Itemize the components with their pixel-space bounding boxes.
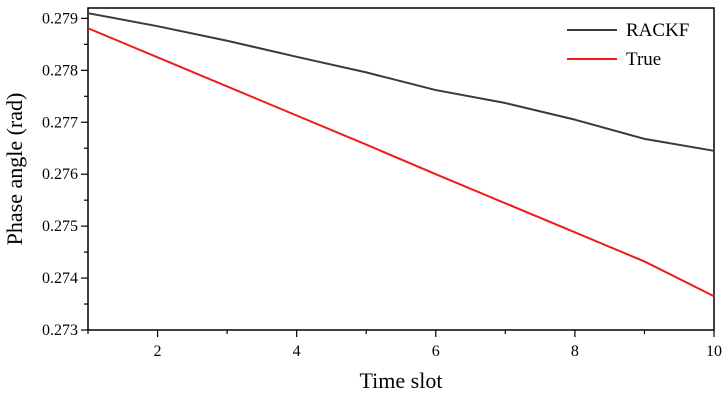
y-tick-label: 0.277 bbox=[42, 114, 78, 131]
y-axis-title: Phase angle (rad) bbox=[2, 93, 27, 246]
x-axis: 2 4 6 8 10 bbox=[87, 330, 722, 360]
legend: RACKF True bbox=[567, 20, 689, 70]
y-tick-label: 0.276 bbox=[42, 166, 78, 183]
x-tick-label: 2 bbox=[154, 343, 162, 360]
series-line-rackf bbox=[87, 12, 715, 152]
plot-border bbox=[87, 7, 715, 331]
x-tick-label: 8 bbox=[571, 343, 579, 360]
x-tick-label: 6 bbox=[432, 343, 440, 360]
x-axis-title: Time slot bbox=[360, 368, 443, 393]
legend-label-true: True bbox=[626, 49, 661, 70]
x-tick-label: 4 bbox=[293, 343, 301, 360]
y-tick-label: 0.275 bbox=[42, 218, 78, 235]
y-tick-label: 0.274 bbox=[42, 270, 78, 287]
y-tick-label: 0.279 bbox=[42, 10, 78, 27]
legend-label-rackf: RACKF bbox=[626, 20, 689, 41]
y-tick-label: 0.273 bbox=[42, 322, 78, 339]
x-tick-label: 10 bbox=[706, 343, 722, 360]
series-lines bbox=[87, 12, 715, 298]
plot-frame bbox=[87, 7, 715, 331]
y-tick-label: 0.278 bbox=[42, 62, 78, 79]
series-line-true bbox=[87, 27, 715, 298]
y-axis: 0.273 0.274 0.275 0.276 0.277 0.278 0.279 bbox=[42, 10, 88, 339]
